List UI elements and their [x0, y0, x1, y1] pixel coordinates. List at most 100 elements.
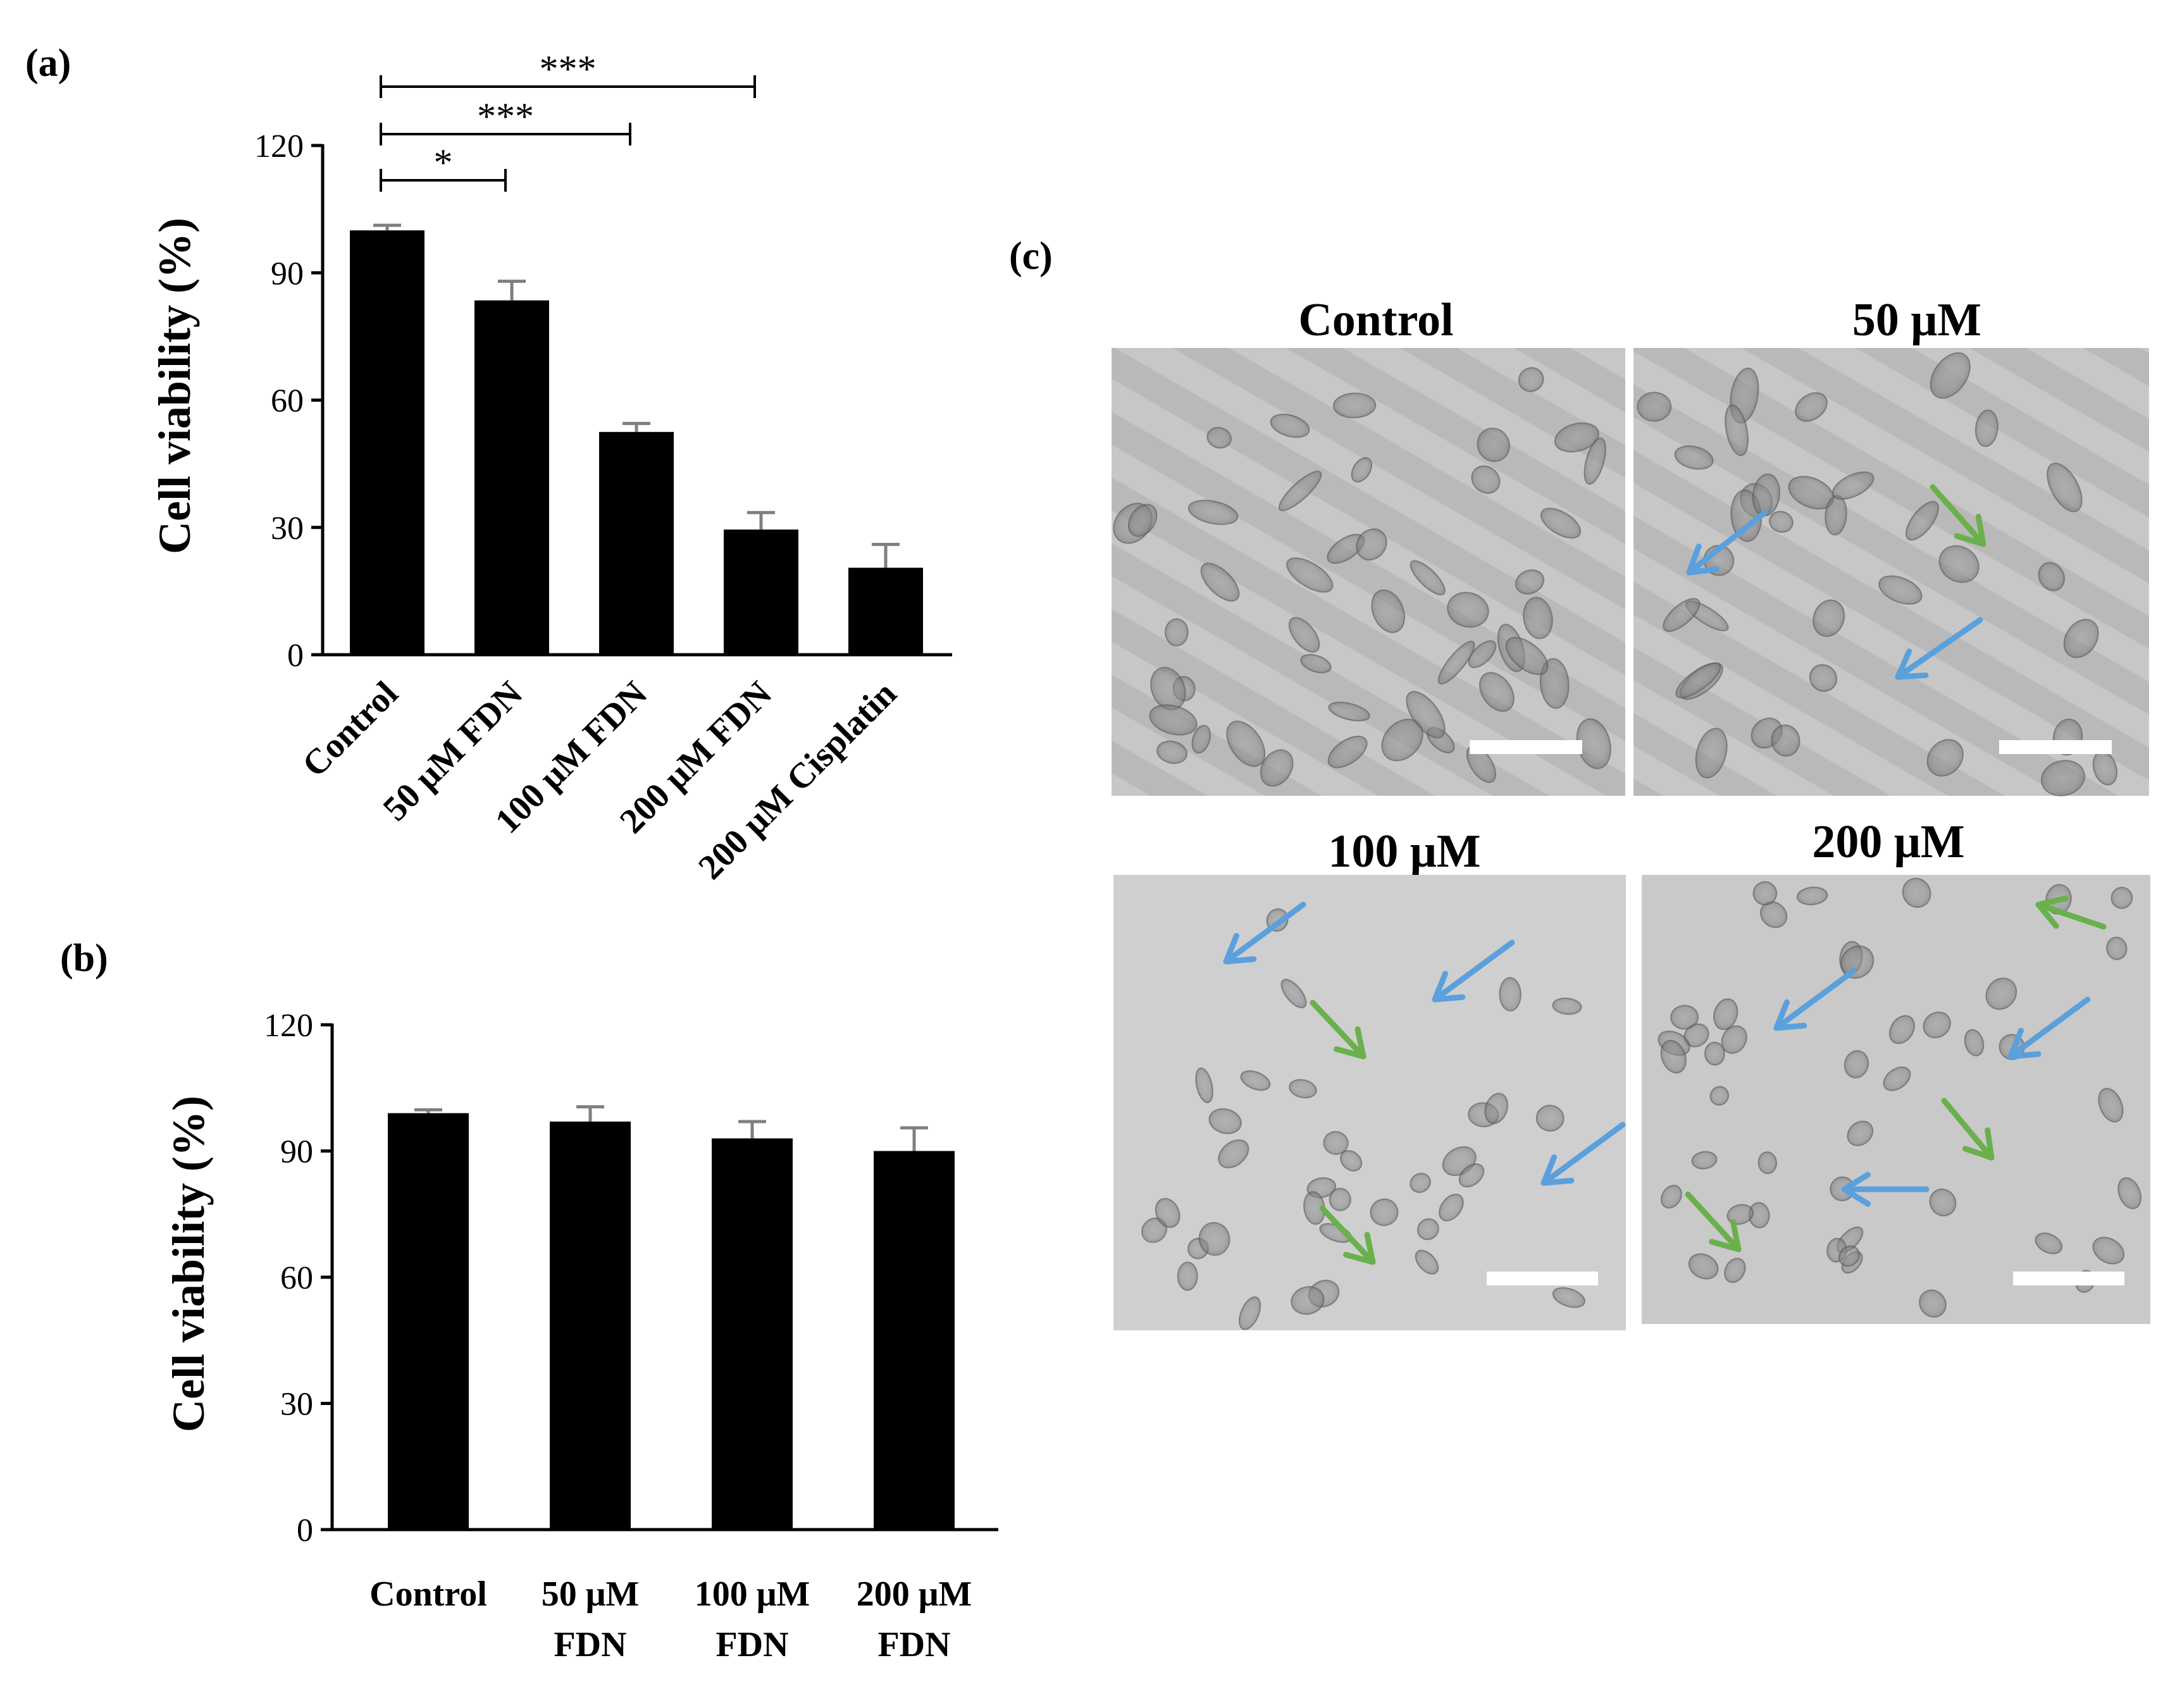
- micrograph-cell: [2117, 1177, 2142, 1210]
- micrograph-cell: [1447, 591, 1489, 628]
- micrograph-cell: [1929, 1188, 1957, 1216]
- micrograph-cell: [1923, 1011, 1951, 1039]
- micrograph-cell: [1964, 1029, 1985, 1056]
- micrograph-cell: [1540, 507, 1582, 539]
- chart-b-ytick-label: 60: [280, 1260, 313, 1296]
- scale-bar: [1999, 740, 2112, 754]
- blue-arrow-icon: [1686, 509, 1768, 576]
- micrograph-cell: [1721, 1025, 1747, 1054]
- micrograph-cell: [1938, 545, 1980, 583]
- micrograph-cell: [1278, 471, 1322, 512]
- scale-bar: [2013, 1272, 2124, 1285]
- micrograph-cell: [1191, 724, 1211, 754]
- micrograph-cell: [1724, 1258, 1746, 1284]
- micrograph-cell: [1280, 979, 1307, 1008]
- micrograph-cell: [1985, 977, 2017, 1010]
- micrograph-cell: [1218, 1139, 1249, 1168]
- green-arrow-icon: [1941, 1098, 1995, 1161]
- chart-b-bar: [712, 1138, 793, 1530]
- micrograph-cell: [1177, 1261, 1198, 1291]
- micrograph-cell: [1323, 1130, 1349, 1155]
- micrograph-cell: [2106, 936, 2128, 960]
- micrograph-cell: [1637, 392, 1672, 422]
- micrograph-cell: [1238, 1296, 1261, 1330]
- micrograph-cell: [1796, 886, 1828, 906]
- micrograph-title-control: Control: [1298, 294, 1453, 346]
- micrograph-cell: [1410, 1172, 1431, 1193]
- chart-a-ytick-label: 60: [271, 383, 304, 419]
- panel-label-a: (a): [25, 42, 71, 85]
- micrograph-cell: [1843, 1050, 1869, 1079]
- micrograph-cell: [2038, 562, 2066, 591]
- micrograph-cell: [1535, 1105, 1565, 1132]
- chart-a-bar: [474, 300, 549, 655]
- micrograph-cell: [1471, 465, 1501, 494]
- micrograph-cell: [1187, 500, 1239, 525]
- green-arrow-icon: [1930, 484, 1986, 547]
- chart-a-y-label: Cell viability (%): [149, 218, 200, 554]
- micrograph-cell: [1704, 1041, 1725, 1066]
- micrograph-cell: [1505, 636, 1549, 676]
- chart-b-ytick-label: 90: [280, 1134, 313, 1170]
- micrograph-cell: [1840, 945, 1874, 979]
- micrograph-cell: [1260, 749, 1294, 787]
- micrograph-cell: [1752, 881, 1778, 906]
- panel-label-c: (c): [1009, 235, 1053, 278]
- micrograph-cell: [1974, 409, 1998, 447]
- micrograph-cell: [1757, 1151, 1777, 1175]
- micrograph-cell: [1847, 1120, 1874, 1146]
- chart-b-category-label: FDN: [877, 1625, 950, 1664]
- micrograph-cell: [1888, 1015, 1915, 1044]
- micrograph-cell: [1675, 662, 1721, 698]
- micrograph-cell: [1674, 445, 1714, 470]
- micrograph-title-200: 200 μM: [1812, 816, 1964, 868]
- blue-arrow-icon: [1432, 939, 1515, 1003]
- micrograph-cell: [1415, 1249, 1439, 1275]
- chart-b-category-label: FDN: [716, 1625, 788, 1664]
- chart-a-significance-label: ***: [477, 96, 534, 137]
- micrograph-cell: [1291, 1286, 1325, 1315]
- micrograph-cell: [1670, 1005, 1699, 1030]
- chart-b-category-label: 100 μM: [695, 1575, 810, 1614]
- blue-arrow-icon: [2007, 996, 2091, 1060]
- chart-b-category-label: 50 μM: [542, 1575, 640, 1614]
- micrograph-cell: [2092, 1237, 2125, 1265]
- green-arrow-icon: [1685, 1191, 1742, 1253]
- micrograph-cell: [1552, 1287, 1585, 1308]
- micrograph-cell: [1370, 1198, 1399, 1227]
- micrograph-cell: [1499, 977, 1521, 1012]
- micrograph-cell: [1437, 640, 1475, 685]
- micrograph-title-50: 50 μM: [1852, 294, 1981, 346]
- micrograph-cell: [2110, 886, 2133, 909]
- micrograph-cell: [1515, 569, 1545, 595]
- micrograph-cell: [1713, 998, 1738, 1030]
- micrograph-cell: [1838, 1245, 1860, 1267]
- micrograph-cell: [1410, 560, 1446, 596]
- micrograph-cell: [1484, 1092, 1509, 1124]
- blue-arrow-icon: [1841, 1172, 1930, 1207]
- panel-label-b: (b): [60, 937, 108, 980]
- micrograph-cell: [2098, 1087, 2124, 1123]
- micrograph-cell: [1691, 1151, 1718, 1170]
- micrograph-cell: [1583, 437, 1606, 485]
- chart-a-bar: [724, 529, 798, 655]
- chart-a-significance-label: *: [434, 142, 453, 183]
- micrograph-cell: [2035, 1232, 2063, 1254]
- micrograph-cell: [1479, 672, 1515, 712]
- micrograph-cell: [1878, 575, 1923, 605]
- micrograph-cell: [1831, 471, 1874, 500]
- micrograph-cell: [1518, 367, 1544, 392]
- micrograph-cell: [1327, 735, 1368, 769]
- micrograph-cell: [1695, 727, 1728, 779]
- chart-a-ytick-label: 90: [271, 256, 304, 292]
- micrograph-title-100: 100 μM: [1328, 826, 1480, 877]
- chart-b-bar: [550, 1121, 631, 1530]
- micrograph-cell: [1149, 704, 1198, 736]
- blue-arrow-icon: [1223, 901, 1306, 965]
- micrograph-cell: [1771, 724, 1800, 757]
- micrograph-cell: [1127, 504, 1158, 537]
- micrograph-cell: [1769, 511, 1794, 533]
- chart-a-ytick-label: 30: [271, 511, 304, 547]
